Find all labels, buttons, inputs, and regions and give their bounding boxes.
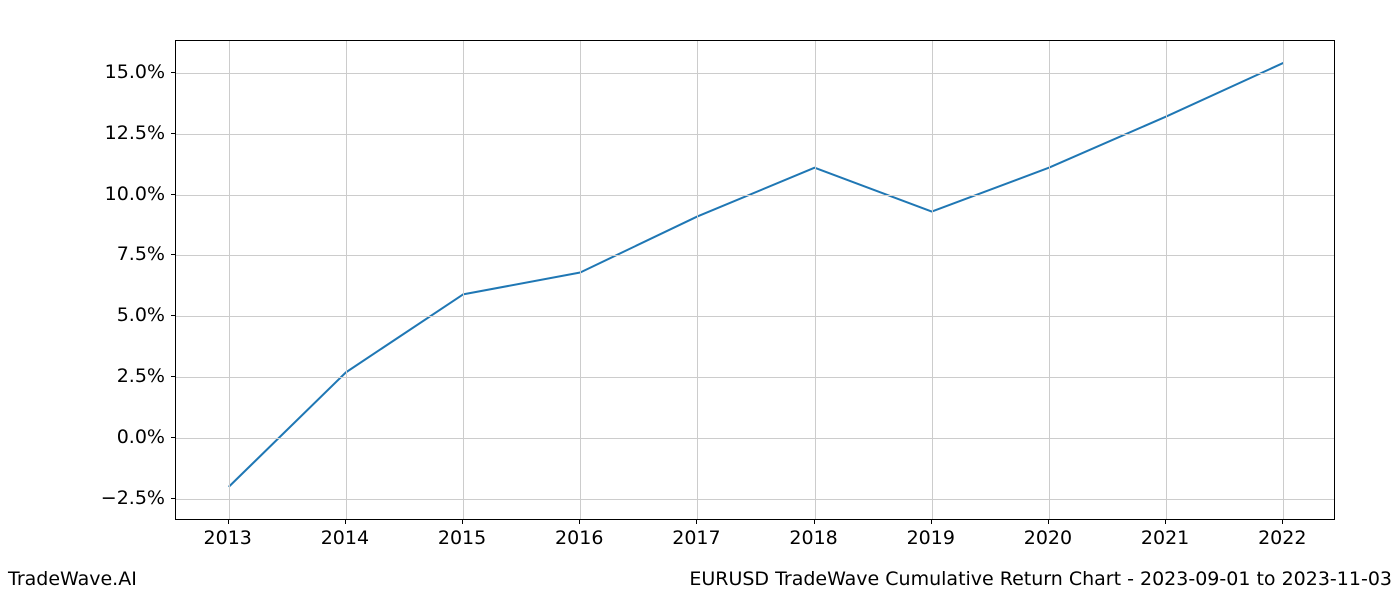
x-tick-mark (1165, 520, 1166, 524)
gridline-horizontal (176, 438, 1334, 439)
gridline-horizontal (176, 195, 1334, 196)
gridline-vertical (697, 41, 698, 519)
y-tick-label: 12.5% (99, 122, 165, 144)
gridline-vertical (932, 41, 933, 519)
gridline-vertical (580, 41, 581, 519)
y-tick-label: 5.0% (99, 304, 165, 326)
x-tick-mark (579, 520, 580, 524)
gridline-horizontal (176, 377, 1334, 378)
gridline-horizontal (176, 134, 1334, 135)
gridline-vertical (229, 41, 230, 519)
gridline-vertical (346, 41, 347, 519)
x-tick-label: 2017 (672, 527, 720, 549)
y-tick-mark (171, 498, 175, 499)
gridline-vertical (1049, 41, 1050, 519)
x-tick-mark (462, 520, 463, 524)
line-series (176, 41, 1336, 521)
y-tick-mark (171, 133, 175, 134)
gridline-vertical (1166, 41, 1167, 519)
x-tick-label: 2022 (1258, 527, 1306, 549)
x-tick-label: 2015 (438, 527, 486, 549)
y-tick-label: −2.5% (99, 487, 165, 509)
y-tick-mark (171, 194, 175, 195)
gridline-horizontal (176, 316, 1334, 317)
y-tick-mark (171, 437, 175, 438)
x-tick-label: 2014 (321, 527, 369, 549)
gridline-vertical (463, 41, 464, 519)
x-tick-mark (228, 520, 229, 524)
x-tick-label: 2016 (555, 527, 603, 549)
y-tick-label: 7.5% (99, 243, 165, 265)
x-tick-label: 2019 (907, 527, 955, 549)
x-tick-mark (696, 520, 697, 524)
gridline-horizontal (176, 255, 1334, 256)
y-tick-label: 0.0% (99, 426, 165, 448)
x-tick-mark (931, 520, 932, 524)
x-tick-mark (345, 520, 346, 524)
chart-stage: TradeWave.AI EURUSD TradeWave Cumulative… (0, 0, 1400, 600)
cumulative-return-line (229, 63, 1284, 487)
x-tick-label: 2018 (789, 527, 837, 549)
x-tick-mark (1282, 520, 1283, 524)
gridline-vertical (815, 41, 816, 519)
plot-area (175, 40, 1335, 520)
x-tick-label: 2013 (204, 527, 252, 549)
y-tick-label: 15.0% (99, 61, 165, 83)
footer-caption: EURUSD TradeWave Cumulative Return Chart… (689, 568, 1392, 590)
gridline-horizontal (176, 73, 1334, 74)
y-tick-mark (171, 376, 175, 377)
x-tick-label: 2021 (1141, 527, 1189, 549)
gridline-horizontal (176, 499, 1334, 500)
y-tick-label: 2.5% (99, 365, 165, 387)
x-tick-mark (814, 520, 815, 524)
footer-brand: TradeWave.AI (8, 568, 137, 590)
x-tick-mark (1048, 520, 1049, 524)
gridline-vertical (1283, 41, 1284, 519)
y-tick-mark (171, 72, 175, 73)
x-tick-label: 2020 (1024, 527, 1072, 549)
y-tick-mark (171, 254, 175, 255)
y-tick-mark (171, 315, 175, 316)
y-tick-label: 10.0% (99, 183, 165, 205)
